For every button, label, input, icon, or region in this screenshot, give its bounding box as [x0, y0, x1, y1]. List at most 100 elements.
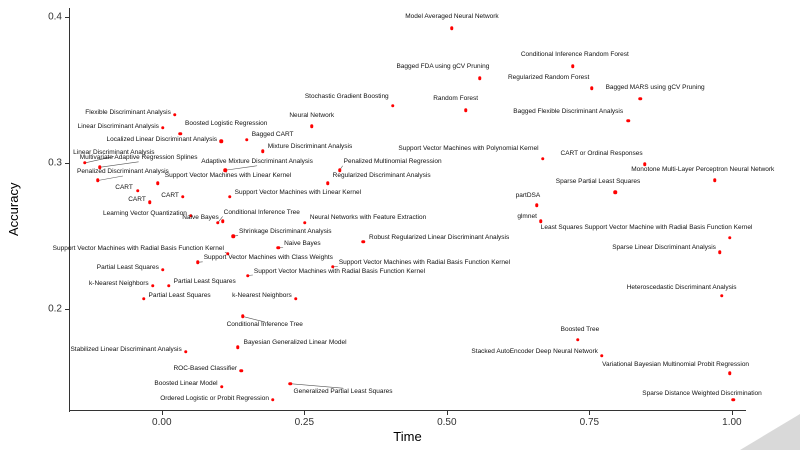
- point-label: Stacked AutoEncoder Deep Neural Network: [471, 347, 598, 355]
- data-point: [540, 156, 545, 161]
- point-label: Variational Bayesian Multinomial Probit …: [602, 361, 750, 369]
- data-point: [626, 118, 630, 123]
- data-point: [96, 178, 100, 183]
- point-label: Sparse Linear Discriminant Analysis: [612, 243, 716, 251]
- point-label: Robust Regularized Linear Discriminant A…: [369, 233, 510, 241]
- point-label: Bagged Flexible Discriminant Analysis: [513, 107, 624, 115]
- point-label: Least Squares Support Vector Machine wit…: [540, 223, 753, 231]
- data-point: [161, 267, 165, 272]
- point-label: Partial Least Squares: [96, 263, 159, 271]
- point-label: Conditional Inference Tree: [223, 208, 300, 216]
- point-label: Boosted Tree: [560, 325, 600, 333]
- y-tick-label: 0.2: [48, 303, 62, 315]
- point-label: Ordered Logistic or Probit Regression: [160, 394, 269, 402]
- point-label: Naive Bayes: [284, 239, 321, 247]
- x-tick-mark: [731, 411, 733, 415]
- data-point: [161, 126, 165, 130]
- x-tick-label: 1.00: [722, 417, 742, 428]
- point-label: Sparse Partial Least Squares: [555, 177, 641, 185]
- data-point: [244, 137, 249, 142]
- point-label: Linear Discriminant Analysis: [73, 148, 155, 156]
- point-label: Support Vector Machines with Radial Basi…: [338, 258, 511, 266]
- data-point: [150, 283, 155, 288]
- points-layer: Model Averaged Neural Network Conditional…: [53, 8, 774, 410]
- data-point: [183, 349, 188, 354]
- data-point: [638, 96, 642, 101]
- point-label: Conditional Inference Random Forest: [520, 51, 629, 59]
- point-label: Boosted Linear Model: [154, 379, 218, 387]
- data-point: [226, 251, 230, 256]
- x-tick-mark: [446, 411, 448, 415]
- y-tick-mark: [65, 162, 69, 164]
- data-point: [294, 297, 298, 301]
- data-point: [231, 234, 235, 238]
- point-label: CART or Ordinal Responses: [560, 150, 643, 158]
- point-label: Linear Discriminant Analysis: [77, 122, 159, 130]
- point-label: Penalized Discriminant Analysis: [77, 168, 169, 176]
- data-point: [325, 181, 330, 186]
- point-label: Sparse Distance Weighted Discrimination: [642, 389, 762, 397]
- data-point: [166, 283, 171, 288]
- data-point: [331, 264, 335, 269]
- point-label: Heteroscedastic Discriminant Analysis: [626, 283, 737, 291]
- data-point: [642, 162, 647, 167]
- point-label: Support Vector Machines with Class Weigh…: [203, 254, 333, 262]
- point-label: k-Nearest Neighbors: [89, 279, 149, 287]
- data-point: [173, 112, 177, 117]
- y-tick-label: 0.3: [48, 157, 62, 169]
- data-point: [240, 314, 245, 319]
- data-point: [227, 194, 232, 199]
- point-label: k-Nearest Neighbors: [232, 291, 292, 299]
- data-point: [589, 86, 594, 91]
- point-label: Boosted Logistic Regression: [185, 119, 268, 127]
- point-label: Support Vector Machines with Radial Basi…: [253, 267, 426, 275]
- data-point: [260, 149, 265, 153]
- point-label: Bagged CART: [251, 130, 294, 138]
- point-label: Model Averaged Neural Network: [405, 13, 499, 21]
- data-point: [215, 221, 220, 225]
- data-point: [181, 194, 185, 199]
- point-label: Shrinkage Discriminant Analysis: [239, 227, 332, 235]
- data-point: [136, 188, 140, 193]
- y-tick-label: 0.4: [48, 11, 62, 23]
- point-label: Naive Bayes: [182, 214, 219, 222]
- data-point: [271, 398, 275, 402]
- data-point: [221, 219, 225, 224]
- data-point: [303, 221, 307, 225]
- data-point: [156, 181, 160, 186]
- data-point: [463, 108, 468, 113]
- data-point: [727, 235, 732, 240]
- x-tick-label: 0.25: [294, 417, 315, 428]
- point-label: Flexible Discriminant Analysis: [85, 108, 171, 116]
- data-point: [600, 354, 604, 358]
- point-label: Support Vector Machines with Linear Kern…: [164, 172, 292, 180]
- point-label: CART: [161, 191, 179, 199]
- point-label: Conditional Inference Tree: [226, 321, 303, 329]
- point-label: ROC-Based Classifier: [173, 364, 238, 372]
- point-label: Partial Least Squares: [173, 277, 236, 285]
- data-point: [719, 294, 724, 298]
- data-point: [178, 131, 182, 136]
- x-tick-label: 0.00: [152, 417, 172, 428]
- x-tick-label: 0.50: [437, 417, 457, 428]
- point-label: Generalized Partial Least Squares: [293, 387, 393, 395]
- data-point: [223, 168, 227, 172]
- data-point: [83, 161, 87, 165]
- y-tick-mark: [65, 16, 69, 18]
- plot-panel: 0.2 0.3 0.4 0.00 0.25 0.50 0.75 1.00 Model Ave…: [48, 8, 774, 428]
- point-label: Learning Vector Quantization: [103, 209, 187, 217]
- data-point: [478, 76, 482, 80]
- data-point: [718, 250, 722, 254]
- point-label: Localized Linear Discriminant Analysis: [106, 135, 218, 143]
- data-point: [539, 219, 543, 224]
- point-label: CART: [115, 183, 133, 191]
- data-point: [309, 124, 314, 129]
- data-point: [219, 139, 223, 143]
- corner-triangle: [740, 414, 800, 450]
- x-tick-mark: [589, 411, 591, 415]
- data-point: [276, 245, 280, 250]
- data-point: [246, 273, 250, 278]
- point-label: Support Vector Machines with Radial Basi…: [52, 244, 224, 252]
- data-point: [288, 381, 292, 386]
